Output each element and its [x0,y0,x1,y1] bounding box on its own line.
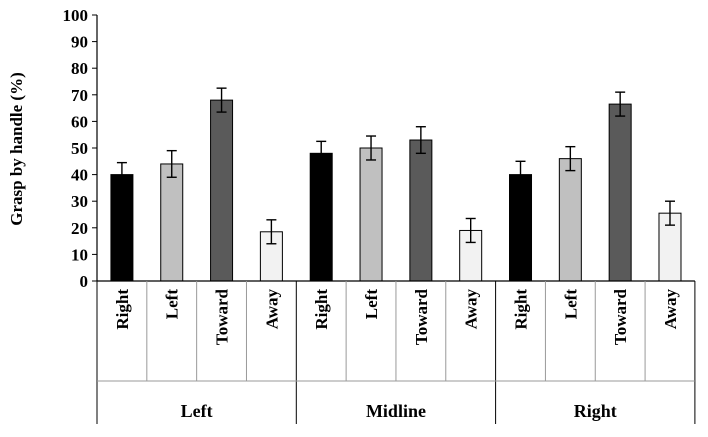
x-tick-label: Toward [412,288,431,345]
x-tick-label: Right [512,289,531,330]
x-tick-label: Away [262,289,281,330]
bar [608,103,632,282]
bars [110,87,682,282]
bar [110,174,134,282]
bar [509,174,533,282]
y-tick-label: 70 [71,86,88,105]
y-tick-label: 90 [71,33,88,52]
group-label: Right [574,401,617,421]
y-tick-label: 80 [71,59,88,78]
y-axis-label: Grasp by handle (%) [7,72,26,226]
group-label: Left [181,401,213,421]
x-tick-label: Toward [611,288,630,345]
y-tick-label: 60 [71,112,88,131]
x-tick-label: Away [661,289,680,330]
y-tick-label: 50 [71,139,88,158]
bar [558,158,582,282]
x-tick-label: Left [163,289,182,320]
bar [210,99,234,282]
bar [359,147,383,282]
y-tick-label: 40 [71,166,88,185]
bar [160,163,184,282]
y-tick-label: 20 [71,219,88,238]
y-tick-label: 100 [63,6,89,25]
y-axis: 0 10 20 30 40 50 60 70 80 90 100 [63,6,98,291]
x-tick-label: Left [362,289,381,320]
x-axis: Right Left Toward Away Left Right Left Toward Aw… [96,280,696,424]
x-tick-label: Toward [213,288,232,345]
x-tick-label: Right [113,289,132,330]
x-tick-label: Left [561,289,580,320]
bar [409,139,433,282]
y-tick-label: 30 [71,192,88,211]
bar [309,152,333,282]
x-tick-label: Right [312,289,331,330]
y-tick-label: 0 [80,272,89,291]
y-tick-label: 10 [71,245,88,264]
x-tick-label: Away [462,289,481,330]
group-label: Midline [366,401,426,421]
